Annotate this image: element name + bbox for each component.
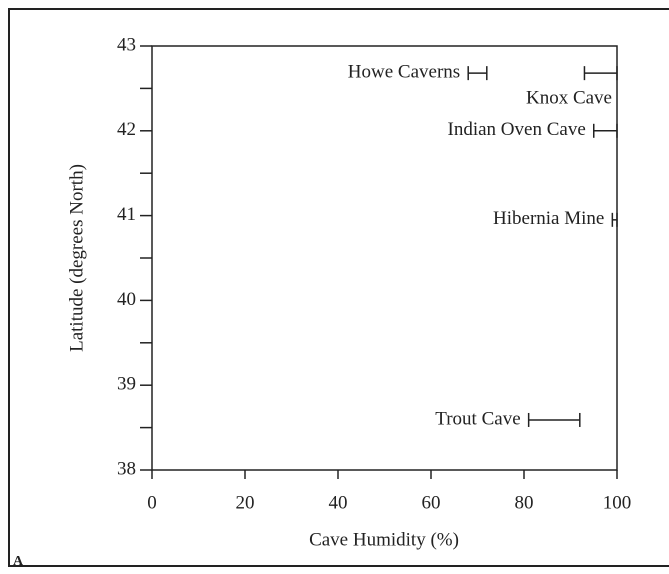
plot-area [151, 45, 618, 471]
y-tick-label: 38 [117, 458, 136, 479]
range-bar [527, 412, 581, 427]
range-bar [611, 212, 618, 227]
y-tick-label: 40 [117, 289, 136, 310]
y-tick-label: 42 [117, 119, 136, 140]
x-tick-label: 0 [147, 492, 157, 513]
frame [8, 8, 669, 567]
range-bar [593, 123, 618, 138]
range-label: Knox Cave [526, 87, 612, 108]
y-tick-label: 41 [117, 204, 136, 225]
y-tick-label: 39 [117, 374, 136, 395]
x-tick-label: 40 [329, 492, 348, 513]
range-label: Trout Cave [435, 408, 520, 429]
x-axis-label: Cave Humidity (%) [309, 529, 459, 550]
range-label: Howe Caverns [348, 61, 460, 82]
panel-label: A [13, 554, 24, 569]
x-tick-label: 80 [515, 492, 534, 513]
y-axis-label: Latitude (degrees North) [66, 164, 87, 352]
x-tick-label: 100 [603, 492, 632, 513]
x-tick-label: 20 [236, 492, 255, 513]
range-bar [467, 66, 488, 81]
y-tick-label: 43 [117, 34, 136, 55]
x-tick-label: 60 [422, 492, 441, 513]
range-label: Hibernia Mine [493, 208, 604, 229]
range-label: Indian Oven Cave [448, 119, 586, 140]
range-bar [583, 66, 618, 81]
